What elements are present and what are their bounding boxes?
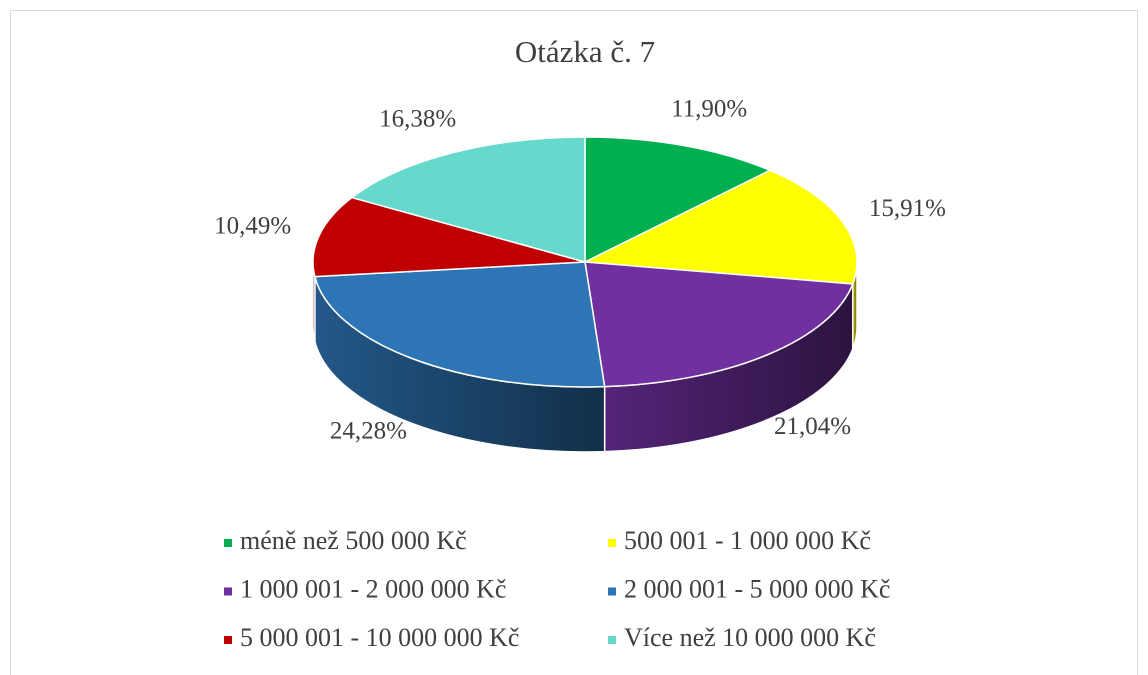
legend-label: 2 000 001 - 5 000 000 Kč	[624, 574, 890, 603]
legend-label: méně než 500 000 Kč	[240, 526, 467, 555]
data-label: 21,04%	[774, 413, 851, 440]
pie-slice	[350, 136, 586, 263]
pie-slice	[313, 261, 606, 388]
legend-swatch	[224, 539, 232, 547]
pie-slice	[582, 169, 858, 285]
legend-swatch	[608, 636, 616, 644]
data-label: 15,91%	[869, 195, 946, 222]
legend-label: 500 001 - 1 000 000 Kč	[624, 526, 871, 555]
pie-slice	[312, 196, 586, 278]
legend-label: Více než 10 000 000 Kč	[624, 623, 876, 652]
pie-slice	[584, 261, 854, 388]
legend-swatch	[608, 539, 616, 547]
legend-swatch	[224, 636, 232, 644]
legend-label: 5 000 001 - 10 000 000 Kč	[240, 623, 519, 652]
data-label: 24,28%	[330, 418, 407, 445]
chart-title: Otázka č. 7	[515, 34, 655, 69]
data-label: 11,90%	[671, 95, 747, 122]
legend-swatch	[608, 587, 616, 596]
pie-slice	[584, 136, 772, 264]
legend-label: 1 000 001 - 2 000 000 Kč	[240, 574, 506, 603]
legend-swatch	[224, 587, 232, 596]
data-label: 16,38%	[379, 105, 456, 132]
data-label: 10,49%	[214, 213, 291, 240]
